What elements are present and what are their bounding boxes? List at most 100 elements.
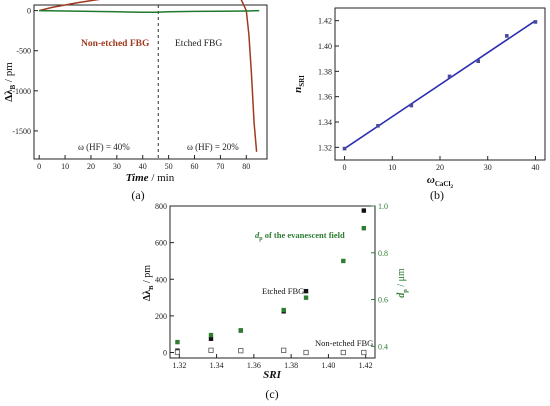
panel-a-ytick-label-1: -500 <box>16 47 31 56</box>
panel-c-ylabel-right-main: d <box>396 292 407 298</box>
panel-b-point-1 <box>376 124 380 128</box>
panel-c-ylabel-left: ΔλB / pm <box>142 265 155 301</box>
panel-c-ytick-right-label-1: 0.6 <box>378 296 388 305</box>
panel-c-xtick-label-1: 1.34 <box>210 361 224 370</box>
panel-a-xlabel: Time / min <box>126 172 175 184</box>
panel-a-series-0 <box>39 0 258 152</box>
panel-a-ylabel-symbol: Δλ <box>3 89 15 102</box>
panel-b-fit-line <box>344 20 536 150</box>
panel-b-ylabel: nSRI <box>292 75 306 93</box>
panel-c-series-2-point-2 <box>238 348 244 354</box>
panel-a-ylabel-sub: B <box>9 84 17 89</box>
panel-a-ytick-label-0: 0 <box>27 7 31 16</box>
panel-c-ytick-right-label-3: 1.0 <box>378 202 388 211</box>
annotation-hf40: ω (HF) = 40% <box>78 142 130 152</box>
panel-b-xlabel-main: ω <box>427 174 435 186</box>
annotation-non-etched: Non-etched FBG <box>81 39 150 49</box>
panel-c-xtick-label-2: 1.36 <box>247 361 261 370</box>
panel-c-series-2-point-6 <box>361 349 367 356</box>
panel-b-label: (b) <box>430 188 444 202</box>
panel-c-ylabel-right-sub: p <box>402 289 409 293</box>
annotation-etched-c: Etched FBG <box>262 286 304 296</box>
panel-b-xtick-label-2: 20 <box>436 163 444 172</box>
panel-a-series-1 <box>39 9 260 13</box>
panel-c-ytick-left-label-3: 600 <box>155 239 167 248</box>
panel-c-ylabel-right: dp / μm <box>396 268 409 298</box>
panel-c-series-0-point-5 <box>361 208 367 213</box>
panel-b-point-2 <box>409 103 414 108</box>
panel-c-series-1-point-4 <box>303 295 309 300</box>
panel-b-ytick-label-0: 1.32 <box>318 143 332 152</box>
panel-c-series-1-point-3 <box>281 307 286 313</box>
panel-c-series-2-point-1 <box>208 347 214 353</box>
panel-b-xtick-label-0: 0 <box>343 163 347 172</box>
panel-b-xlabel: ωCaCl2 <box>427 174 454 190</box>
panel-b-xlabel-sub2: 2 <box>450 184 453 190</box>
panel-c-ylabel-left-symbol: Δλ <box>142 290 153 301</box>
panel-b-xtick-label-4: 40 <box>531 163 539 172</box>
panel-c-series-0-point-1 <box>208 336 214 341</box>
panel-c-ytick-left-label-2: 400 <box>155 275 167 284</box>
panel-c-series-2-point-4 <box>303 349 309 356</box>
panel-c-ticks: 1.32 1.34 1.36 1.38 1.40 1.42 0 200 400 600 800 0.4… <box>155 202 388 370</box>
panel-c-ytick-left-label-1: 200 <box>155 312 167 321</box>
panel-c-series-2-point-0 <box>174 349 181 355</box>
panel-b-ticks: 0 10 20 30 40 1.32 1.34 1.36 1.38 1.40 1.42 <box>318 17 539 172</box>
panel-b-point-6 <box>533 20 538 24</box>
panel-b-ytick-label-3: 1.38 <box>318 67 332 76</box>
panel-a-ytick-label-2: -1000 <box>12 87 31 96</box>
panel-b-ytick-label-1: 1.34 <box>318 118 332 127</box>
panel-c-xtick-label-0: 1.32 <box>172 361 186 370</box>
panel-a-ylabel: ΔλB / pm <box>3 62 17 102</box>
annotation-evanescent: dp of the evanescent field <box>255 230 345 242</box>
panel-a-ticks: 0 10 20 30 40 50 60 70 80 0 -500 -1000 -1500 <box>12 7 250 171</box>
annotation-evanescent-sub: p <box>259 236 263 242</box>
panel-a-xtick-label-8: 80 <box>242 162 250 171</box>
panel-b-point-4 <box>476 59 480 63</box>
panel-c-series-1-point-6 <box>361 226 367 231</box>
panel-b-series <box>342 20 538 151</box>
annotation-evanescent-main: d <box>255 230 260 240</box>
panel-c-series-2-point-3 <box>281 347 287 353</box>
panel-a-xtick-label-2: 20 <box>87 162 95 171</box>
panel-b-ylabel-main: n <box>292 87 304 93</box>
panel-b: 0 10 20 30 40 1.32 1.34 1.36 1.38 1.40 1.42 ωCaCl2… <box>292 7 546 202</box>
panel-a-xtick-label-4: 40 <box>139 162 147 171</box>
panel-b-xlabel-sub: CaCl <box>435 180 451 188</box>
panel-b-xtick-label-3: 30 <box>484 163 492 172</box>
panel-c-series-1-point-5 <box>341 258 346 264</box>
panel-c-ylabel-right-unit: μm <box>396 268 407 281</box>
panel-a-xtick-label-3: 30 <box>113 162 121 171</box>
panel-a-label: (a) <box>131 188 144 202</box>
panel-a-xtick-label-7: 70 <box>216 162 224 171</box>
panel-c-series-1-point-1 <box>208 332 214 338</box>
panel-b-point-5 <box>505 34 509 38</box>
annotation-non-etched-c: Non-etched FBG <box>315 338 373 348</box>
panel-c-ytick-left-label-4: 800 <box>155 202 167 211</box>
panel-c-ytick-right-label-2: 0.8 <box>378 249 388 258</box>
annotation-evanescent-rest: of the evanescent field <box>263 230 345 240</box>
panel-c-label: (c) <box>265 387 278 401</box>
panel-b-ytick-label-2: 1.36 <box>318 93 332 102</box>
panel-a-xtick-label-5: 50 <box>165 162 173 171</box>
annotation-etched: Etched FBG <box>175 39 222 49</box>
panel-a-series <box>39 0 260 159</box>
panel-c-series-0-point-4 <box>303 288 309 294</box>
panel-a-frame <box>33 4 268 160</box>
panel-a-xlabel-unit: min <box>157 172 175 184</box>
panel-a-xlabel-main: Time <box>126 172 149 184</box>
panel-a-xtick-label-0: 0 <box>37 162 41 171</box>
panel-c: 1.32 1.34 1.36 1.38 1.40 1.42 0 200 400 600 800 0.4… <box>142 202 409 401</box>
panel-c-series-2-point-5 <box>340 349 346 356</box>
panel-b-ytick-label-5: 1.42 <box>318 17 332 26</box>
panel-a-xtick-label-1: 10 <box>61 162 69 171</box>
panel-c-xtick-label-3: 1.38 <box>284 361 298 370</box>
panel-b-xtick-label-1: 10 <box>388 163 396 172</box>
panel-c-series-1-point-0 <box>175 339 180 345</box>
panel-c-xtick-label-4: 1.40 <box>321 361 335 370</box>
panel-a-ytick-label-3: -1500 <box>12 127 31 136</box>
panel-c-ylabel-left-unit: pm <box>142 265 153 278</box>
panel-c-xtick-label-5: 1.42 <box>359 361 373 370</box>
annotation-hf20: ω (HF) = 20% <box>187 142 239 152</box>
